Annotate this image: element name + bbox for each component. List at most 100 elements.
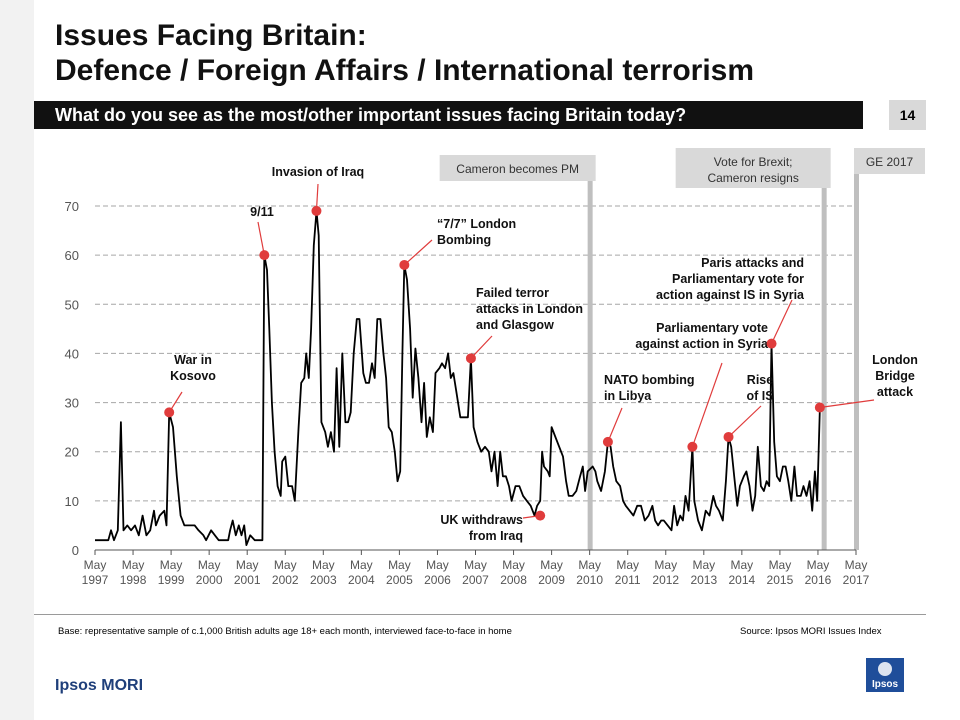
x-tick-label-bottom-1998: 1998	[120, 573, 147, 587]
series-line-0	[95, 210, 821, 546]
annotation-label: Parliamentary vote for	[672, 272, 804, 286]
y-tick-label-20: 20	[65, 445, 79, 460]
y-tick-label-70: 70	[65, 199, 79, 214]
annotation-marker	[687, 441, 698, 452]
event-label-text: Vote for Brexit;	[714, 155, 793, 169]
annotation-marker	[399, 259, 410, 270]
x-tick-label-top-2004: May	[350, 558, 373, 572]
title-line-2: Defence / Foreign Affairs / Internationa…	[55, 54, 755, 87]
page-title: Issues Facing Britain: Defence / Foreign…	[55, 18, 754, 88]
annotation-leader	[257, 221, 265, 256]
y-tick-label-0: 0	[72, 543, 79, 558]
x-tick-label-bottom-2011: 2011	[615, 573, 641, 587]
x-tick-label-top-2016: May	[807, 558, 830, 572]
annotation-marker	[164, 407, 175, 418]
x-tick-label-bottom-2003: 2003	[310, 573, 337, 587]
x-tick-label-bottom-2014: 2014	[728, 573, 755, 587]
annotation-label: NATO bombing	[604, 373, 695, 387]
y-tick-label-40: 40	[65, 346, 79, 361]
annotation-leader	[728, 405, 762, 438]
annotation-label: in Libya	[604, 389, 652, 403]
footer-divider	[34, 614, 926, 615]
x-tick-label-top-2008: May	[502, 558, 525, 572]
annotation-label: Bridge	[875, 369, 915, 383]
annotation-label: Paris attacks and	[701, 256, 804, 270]
x-tick-label-top-2009: May	[540, 558, 563, 572]
x-tick-label-top-2010: May	[578, 558, 601, 572]
event-label-box	[439, 155, 596, 181]
annotation-label: Kosovo	[170, 369, 216, 383]
x-tick-label-top-2000: May	[198, 558, 221, 572]
event-label-box	[675, 148, 831, 188]
question-subtitle: What do you see as the most/other import…	[34, 101, 863, 129]
x-tick-label-top-2007: May	[464, 558, 487, 572]
annotation-marker	[814, 402, 825, 413]
event-label-text: Cameron resigns	[707, 171, 798, 185]
x-tick-label-bottom-2002: 2002	[272, 573, 299, 587]
x-tick-label-top-1999: May	[160, 558, 183, 572]
x-tick-label-bottom-2008: 2008	[500, 573, 527, 587]
annotation-label: and Glasgow	[476, 318, 554, 332]
annotation-label: from Iraq	[469, 529, 523, 543]
y-tick-label-10: 10	[65, 494, 79, 509]
annotation-marker	[766, 338, 777, 349]
title-line-1: Issues Facing Britain:	[55, 19, 367, 52]
annotation-label: Bombing	[437, 233, 491, 247]
annotation-leader	[403, 239, 433, 266]
annotation-label: “7/7” London	[437, 217, 516, 231]
annotation-label: War in	[174, 353, 212, 367]
x-tick-label-bottom-2009: 2009	[538, 573, 565, 587]
x-tick-label-bottom-1997: 1997	[82, 573, 109, 587]
annotation-label: London	[872, 353, 918, 367]
x-tick-label-top-2013: May	[692, 558, 715, 572]
annotation-label: Invasion of Iraq	[272, 165, 364, 179]
annotation-leader	[607, 407, 623, 443]
annotation-marker	[311, 205, 322, 216]
series-layer	[95, 210, 821, 546]
logo-text: Ipsos	[871, 679, 899, 690]
annotation-label: 9/11	[250, 205, 274, 219]
annotation-label: Parliamentary vote	[656, 321, 768, 335]
logo-mark-icon	[878, 662, 892, 676]
x-tick-label-top-2001: May	[236, 558, 259, 572]
x-tick-label-bottom-2007: 2007	[462, 573, 489, 587]
annotation-marker	[465, 353, 476, 364]
x-tick-label-top-2005: May	[388, 558, 411, 572]
annotation-label: against action in Syria	[635, 337, 769, 351]
x-tick-label-bottom-2006: 2006	[424, 573, 451, 587]
x-tick-label-bottom-2000: 2000	[196, 573, 223, 587]
annotation-marker	[535, 510, 546, 521]
x-tick-label-bottom-2015: 2015	[767, 573, 794, 587]
annotation-label: Failed terror	[476, 286, 549, 300]
page-number-badge: 14	[889, 100, 926, 130]
ipsos-logo: Ipsos	[866, 658, 904, 692]
axis-layer: 010203040506070May1997May1998May1999May2…	[65, 199, 870, 587]
x-tick-label-top-2012: May	[654, 558, 677, 572]
event-label-box	[854, 148, 925, 174]
left-margin-strip	[0, 0, 34, 720]
annotation-label: attack	[877, 385, 913, 399]
footer-source: Source: Ipsos MORI Issues Index	[740, 626, 882, 637]
x-tick-label-top-2014: May	[731, 558, 754, 572]
y-tick-label-30: 30	[65, 396, 79, 411]
annotation-marker	[602, 436, 613, 447]
footer-base-note: Base: representative sample of c.1,000 B…	[58, 626, 512, 637]
x-tick-label-bottom-1999: 1999	[158, 573, 185, 587]
annotation-label: of IS	[746, 389, 773, 403]
annotation-leader	[770, 299, 793, 344]
annotation-label: Rise	[747, 373, 773, 387]
x-tick-label-top-2017: May	[845, 558, 868, 572]
brand-name: Ipsos MORI	[55, 677, 144, 694]
x-tick-label-top-2006: May	[426, 558, 449, 572]
x-tick-label-top-1997: May	[84, 558, 107, 572]
y-tick-label-60: 60	[65, 248, 79, 263]
event-bar	[821, 182, 827, 550]
x-tick-label-top-2003: May	[312, 558, 335, 572]
annotation-layer: War in Kosovo 9/11 Invasion of Iraq “7/7” Lo…	[164, 165, 918, 543]
x-tick-label-bottom-2005: 2005	[386, 573, 413, 587]
x-tick-label-bottom-2017: 2017	[843, 573, 870, 587]
y-tick-label-50: 50	[65, 297, 79, 312]
event-label-text: Cameron becomes PM	[456, 162, 579, 176]
annotation-label: action against IS in Syria	[656, 288, 805, 302]
